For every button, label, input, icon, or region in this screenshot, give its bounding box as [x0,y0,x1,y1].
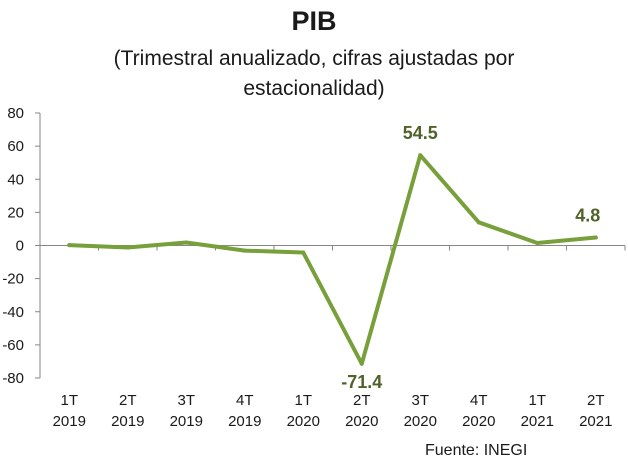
data-point [359,361,364,366]
data-label: -71.4 [341,372,382,392]
y-tick-label: -20 [2,271,24,288]
subtitle-line-2: estacionalidad) [243,77,385,100]
x-tick-label: 2019 [228,413,261,430]
x-tick-label: 2020 [345,413,378,430]
data-label: 54.5 [403,123,438,143]
x-tick-label: 1T [528,392,546,409]
x-tick-label: 2020 [462,413,495,430]
data-point [418,153,423,158]
y-tick-label: 0 [16,238,24,255]
source-note: Fuente: INEGI [425,442,528,459]
x-tick-label: 2019 [111,413,144,430]
x-tick-label: 2T [353,392,371,409]
x-tick-label: 4T [236,392,254,409]
y-tick-label: -60 [2,337,24,354]
x-tick-label: 3T [177,392,195,409]
subtitle-line-1: (Trimestral anualizado, cifras ajustadas… [113,47,515,70]
x-tick-label: 2021 [579,413,612,430]
y-tick-label: 40 [7,171,24,188]
chart-subtitle: (Trimestral anualizado, cifras ajustadas… [0,44,628,104]
data-point [242,248,247,253]
chart-title: PIB [291,6,337,36]
data-point [535,241,540,246]
data-point [301,250,306,255]
data-point [125,245,130,250]
x-tick-label: 4T [470,392,488,409]
x-tick-label: 1T [294,392,312,409]
x-tick-label: 2T [119,392,137,409]
x-tick-label: 2021 [521,413,554,430]
x-tick-label: 1T [60,392,78,409]
y-tick-label: -80 [2,370,24,387]
y-tick-label: 60 [7,138,24,155]
x-tick-label: 2020 [287,413,320,430]
x-tick-label: 2019 [53,413,86,430]
x-tick-label: 3T [411,392,429,409]
y-tick-label: -40 [2,304,24,321]
series-line [67,153,598,366]
data-point [67,243,72,248]
x-tick-label: 2T [587,392,605,409]
data-point [593,235,598,240]
data-point [476,220,481,225]
data-label: 4.8 [575,206,600,226]
y-tick-label: 20 [7,204,24,221]
y-tick-label: 80 [7,105,24,122]
data-point [184,240,189,245]
x-tick-label: 2020 [404,413,437,430]
x-tick-label: 2019 [170,413,203,430]
